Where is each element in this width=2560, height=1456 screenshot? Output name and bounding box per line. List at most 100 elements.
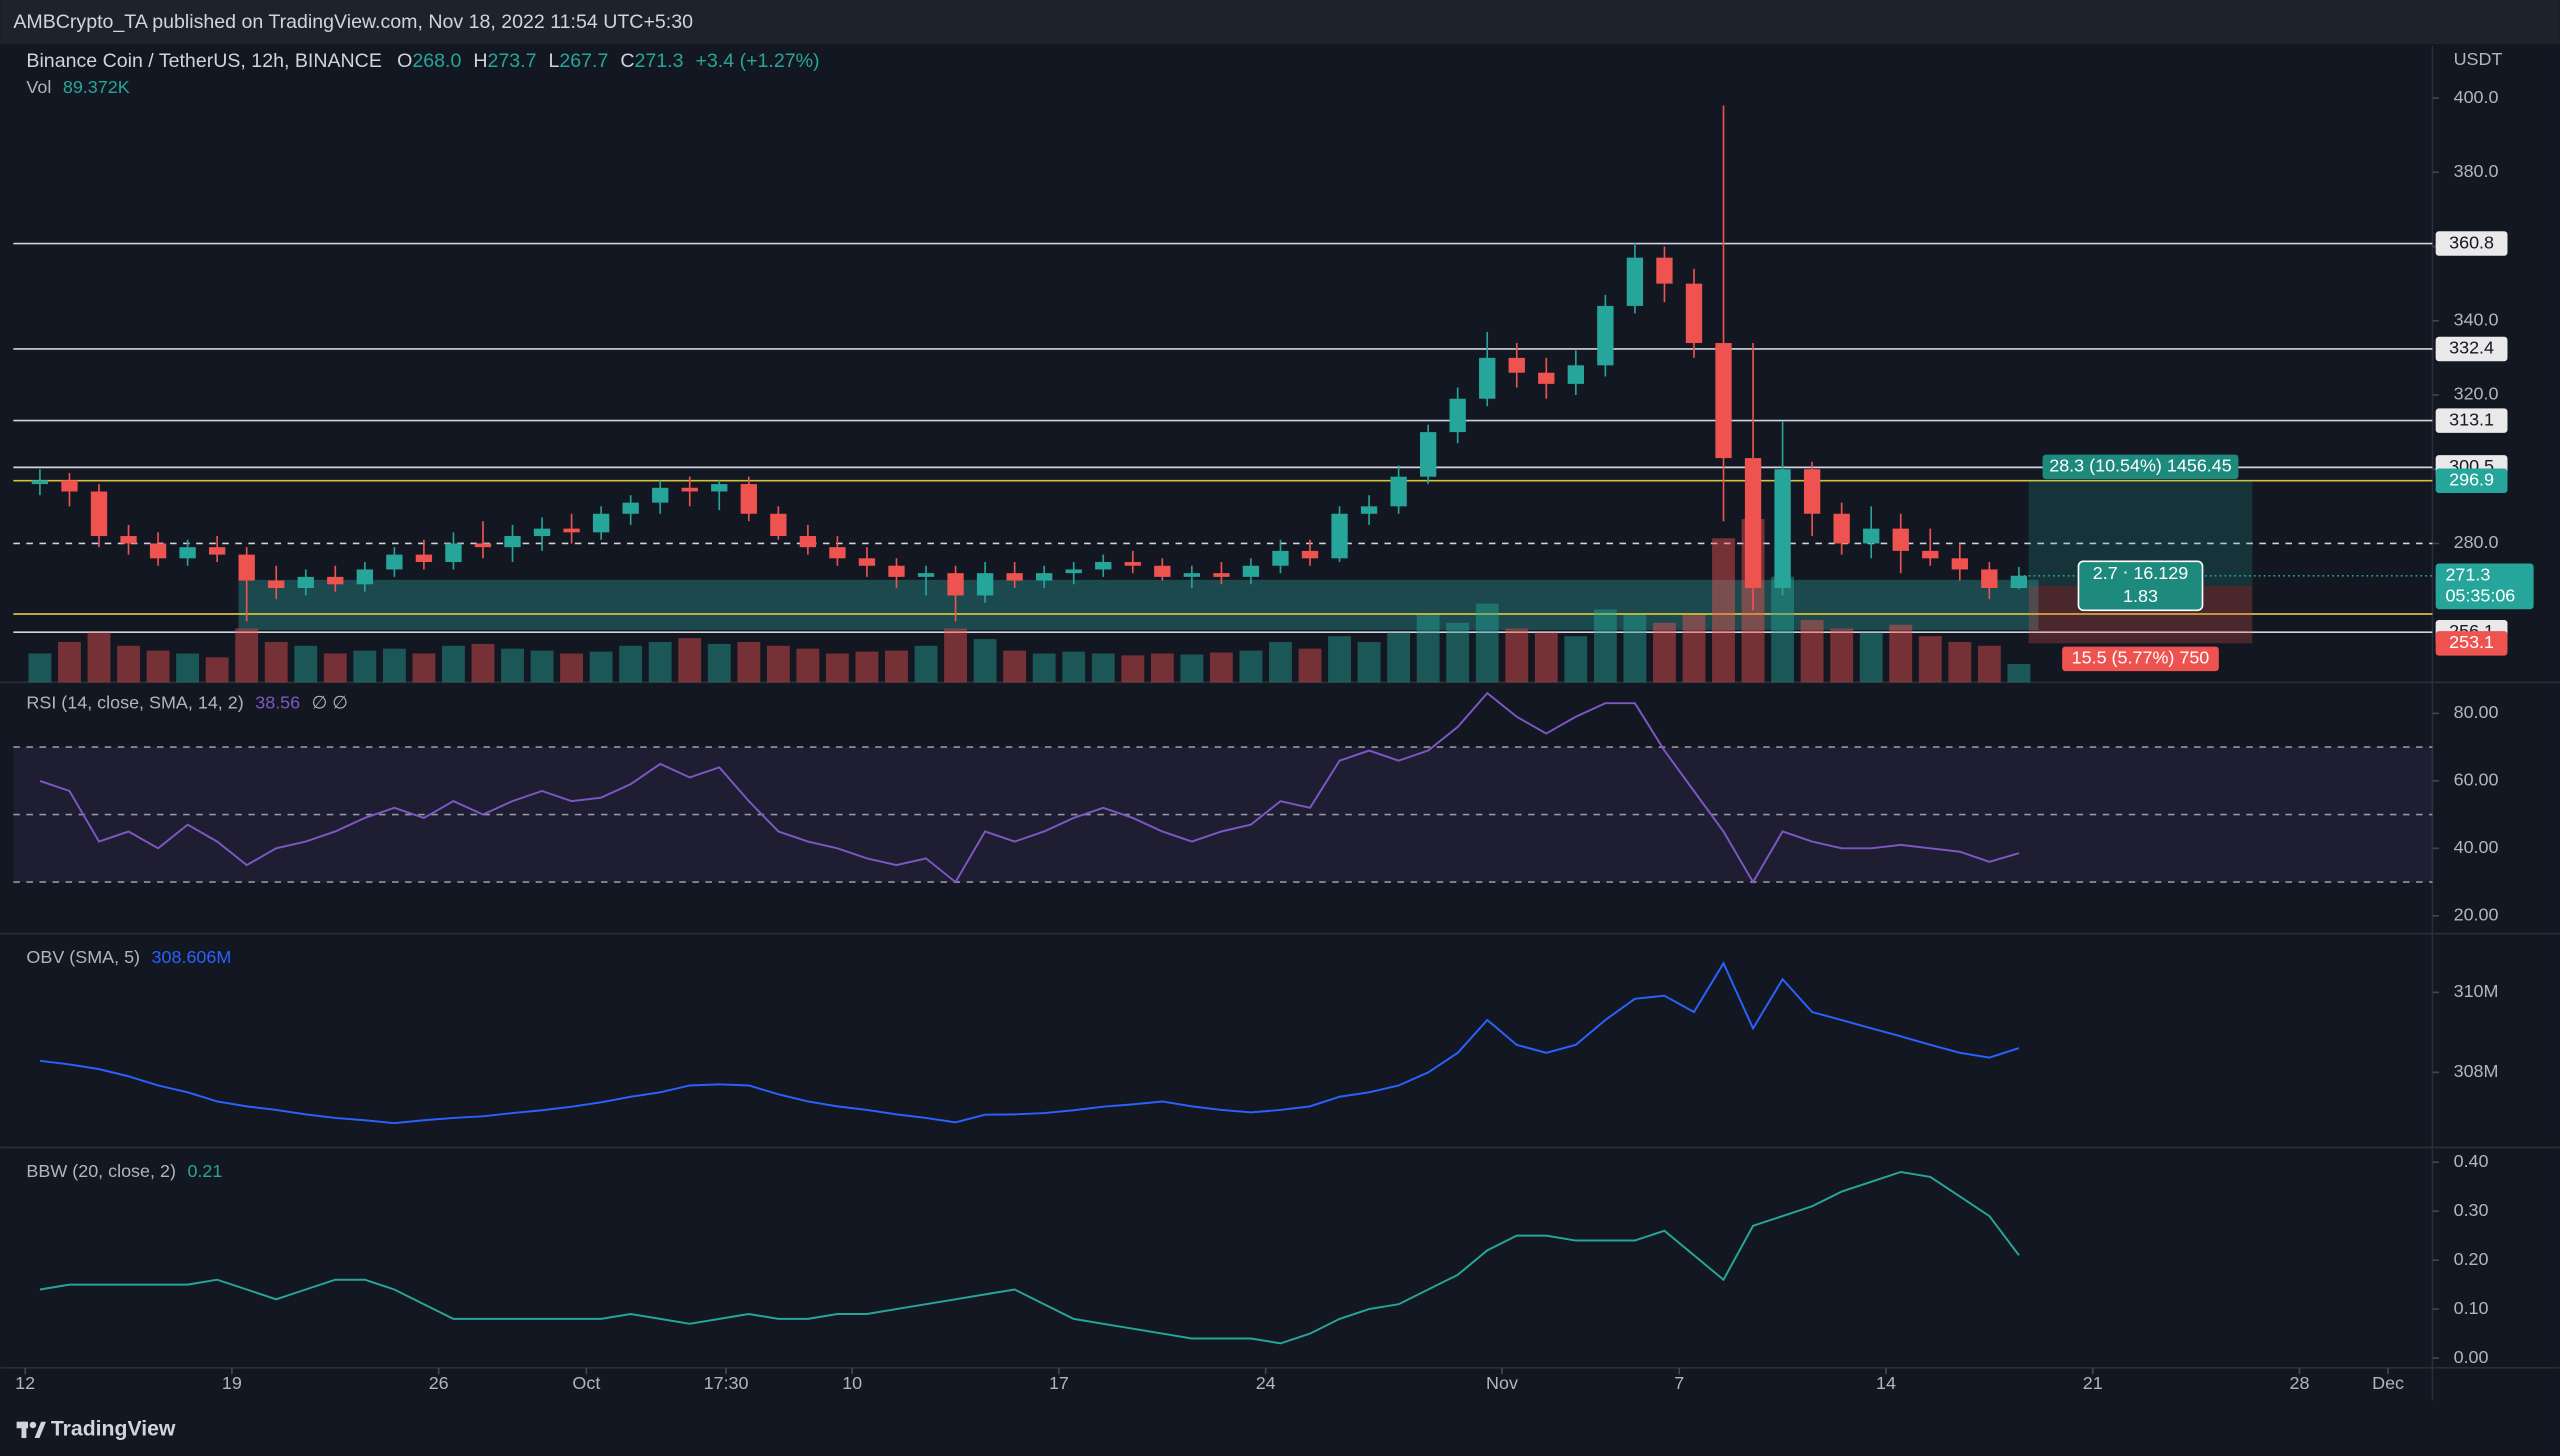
loss-label-bg	[2062, 646, 2219, 672]
candle-body	[533, 528, 551, 537]
level-tag: 332.4	[2449, 338, 2494, 358]
volume-bar	[885, 650, 908, 683]
profit-label: 28.3 (10.54%) 1456.45	[2049, 456, 2232, 476]
volume-bar	[58, 641, 81, 683]
volume-bar	[1121, 655, 1145, 683]
candle-body	[622, 502, 639, 514]
logo: TradingView	[16, 1417, 176, 1440]
candle-body	[1567, 365, 1584, 384]
candle-body	[917, 573, 935, 577]
volume-bar	[560, 653, 584, 683]
candle-body	[770, 513, 787, 537]
candle-body	[208, 547, 226, 555]
support-zone	[238, 579, 2039, 630]
ohlc-key: C	[620, 50, 634, 72]
volume-bar	[264, 641, 288, 683]
volume-bar	[382, 648, 406, 683]
y-tick-label: 80.00	[2454, 702, 2499, 722]
volume-bar	[87, 632, 111, 683]
volume-bar	[678, 638, 702, 683]
candle-body	[1981, 569, 1998, 589]
candle-body	[976, 573, 994, 596]
volume-bar	[944, 628, 967, 683]
candle-body	[1419, 432, 1437, 477]
candle-body	[445, 543, 462, 563]
volume-bar	[117, 645, 140, 683]
volume-bar	[766, 645, 790, 683]
volume-bar	[501, 648, 524, 683]
volume-bar	[1653, 622, 1676, 683]
y-tick-label: 20.00	[2454, 905, 2499, 925]
obv-legend: OBV (SMA, 5) 308.606M	[26, 947, 231, 967]
y-tick-label: 340.0	[2454, 309, 2499, 329]
candle-body	[1951, 558, 1968, 570]
y-tick-label: 0.30	[2454, 1200, 2489, 1220]
volume-bar	[205, 657, 229, 683]
stop-tag-bg	[2435, 631, 2508, 656]
candle-body	[474, 543, 492, 548]
stop-tag: 253.1	[2449, 632, 2494, 652]
level-tag: 360.8	[2449, 232, 2494, 252]
volume-bar	[1387, 632, 1411, 683]
candle-body	[327, 576, 344, 585]
volume-bar	[442, 645, 465, 683]
volume-bar	[1180, 654, 1204, 683]
volume-bar	[323, 653, 347, 683]
volume-bar	[1416, 615, 1440, 683]
volume-bar	[294, 645, 318, 683]
ohlc-key: H	[473, 50, 487, 72]
target-tag: 296.9	[2449, 469, 2494, 489]
x-tick-label: 14	[1876, 1373, 1896, 1393]
candle-body	[1863, 528, 1880, 544]
volume-bar	[1475, 603, 1499, 683]
volume-bar	[2007, 664, 2031, 683]
logo-shape	[21, 1421, 27, 1439]
volume-bar	[530, 650, 554, 683]
obv-title: OBV (SMA, 5)	[26, 947, 140, 967]
volume-bar	[471, 643, 495, 683]
published-note: AMBCrypto_TA published on TradingView.co…	[13, 11, 693, 33]
candle-body	[1538, 372, 1555, 384]
ratio-label: 1.83	[2123, 586, 2158, 606]
candle-body	[711, 484, 728, 492]
candle-body	[1301, 550, 1319, 559]
logo-shape	[29, 1421, 37, 1429]
bbw-value: 0.21	[187, 1161, 222, 1181]
volume-bar	[1918, 636, 1942, 683]
volume-bar	[1889, 624, 1913, 683]
y-tick-label: 320.0	[2454, 384, 2499, 404]
logo-shape	[34, 1421, 46, 1439]
ohlc-value: 271.3	[635, 50, 684, 72]
volume-bar	[707, 643, 731, 683]
y-tick-label: 40.00	[2454, 837, 2499, 857]
bbw-legend: BBW (20, close, 2) 0.21	[26, 1161, 222, 1181]
candle-body	[1183, 573, 1201, 577]
top-bar	[0, 0, 2560, 45]
volume-bar	[235, 628, 259, 683]
plot-layer	[13, 97, 2439, 1375]
x-tick-label: 17	[1049, 1373, 1069, 1393]
candle-body	[829, 547, 846, 559]
bbw-title: BBW (20, close, 2)	[26, 1161, 176, 1181]
x-tick-label: 12	[15, 1373, 35, 1393]
y-tick-label: 308M	[2454, 1061, 2499, 1081]
ohlc-key: L	[548, 50, 559, 72]
ohlc-value: 267.7	[559, 50, 608, 72]
ohlc-key: O	[397, 50, 412, 72]
level-tag-bg	[2435, 231, 2508, 256]
y-tick-label: 380.0	[2454, 161, 2499, 181]
unit: USDT	[2454, 49, 2503, 69]
y-tick-label: 280.0	[2454, 532, 2499, 552]
x-tick-label: 7	[1674, 1373, 1684, 1393]
candle-body	[1213, 573, 1230, 577]
volume-bar	[825, 653, 849, 683]
candle-body	[1124, 562, 1141, 566]
candle-body	[2010, 575, 2028, 589]
indicator-line	[39, 961, 2020, 1125]
candle-body	[1006, 573, 1023, 581]
volume-bar	[1948, 641, 1972, 683]
candle-body	[1833, 513, 1850, 544]
rsi-extra: ∅ ∅	[312, 692, 348, 712]
